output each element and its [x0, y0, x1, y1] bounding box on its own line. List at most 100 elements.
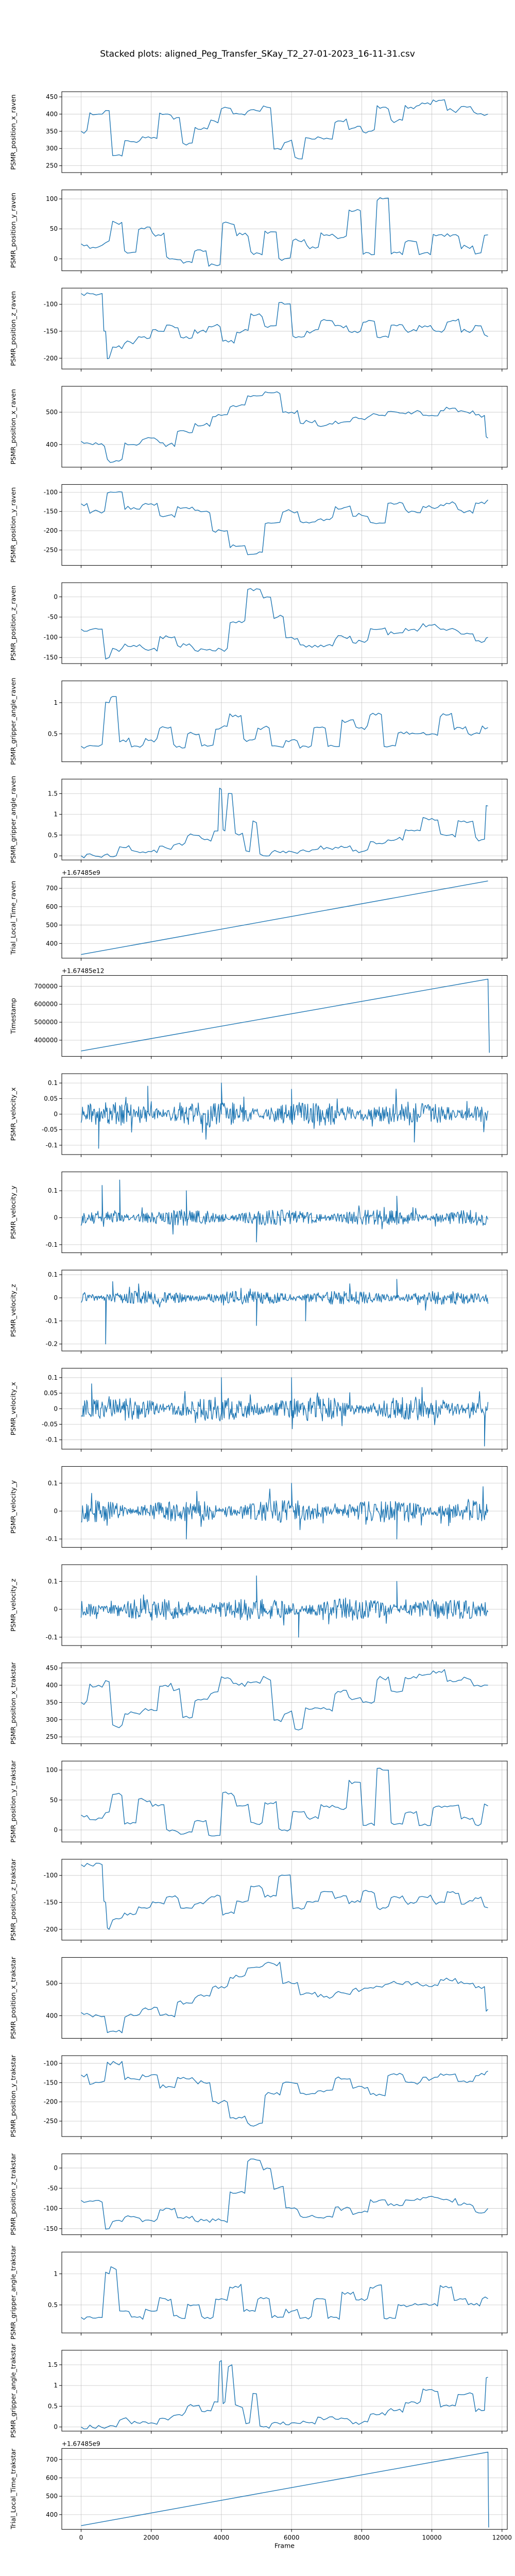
- y-tick-label: -0.1: [46, 1142, 58, 1149]
- series-line: [81, 1483, 489, 1539]
- subplot-1: 250 300 350 400 450 PSMR_position_x_raven: [9, 91, 508, 175]
- y-tick-label: -100: [44, 2205, 58, 2212]
- y-tick-label: 50: [50, 225, 58, 232]
- y-axis-label: PSMR_position_x_raven: [9, 94, 17, 170]
- y-axis-label: PSMR_position_z_raven: [9, 291, 17, 366]
- x-tick-label: 12000: [492, 2534, 512, 2541]
- y-tick-label: 0: [54, 1214, 58, 1222]
- y-tick-label: -200: [44, 354, 58, 362]
- y-tick-label: 450: [46, 1665, 58, 1672]
- y-axis-label: Trial_Local_Time_trakstar: [9, 2448, 17, 2530]
- y-tick-label: 600: [46, 2474, 58, 2481]
- y-tick-label: -150: [44, 1899, 58, 1906]
- x-tick-label: 6000: [284, 2534, 300, 2541]
- y-tick-label: -50: [47, 2184, 58, 2192]
- y-tick-label: -0.1: [46, 1535, 58, 1543]
- subplot-13: -0.2 -0.1 0 0.1 PSMR_velocity_z: [9, 1269, 508, 1354]
- subplot-16: -0.1 0 0.1 PSMR_velocity_z: [9, 1564, 508, 1648]
- series-line: [81, 1768, 488, 1837]
- subplot-9: 400 500 600 700 Trial_Local_Time_raven +1.674…: [9, 869, 508, 961]
- y-tick-label: -200: [44, 1926, 58, 1933]
- y-axis-label: PSMR_velocity_x: [9, 1382, 17, 1435]
- y-tick-label: 0: [54, 1826, 58, 1834]
- y-tick-label: -100: [44, 488, 58, 496]
- x-tick-label: 0: [79, 2534, 83, 2541]
- subplot-15: -0.1 0 0.1 PSMR_velocity_y: [9, 1466, 508, 1550]
- y-tick-label: 350: [46, 128, 58, 135]
- axes-frame: [61, 91, 508, 173]
- y-axis-label: PSMR_gripper_angle_trakstar: [9, 2245, 17, 2340]
- y-tick-label: 100: [46, 195, 58, 202]
- y-tick-label: 50: [50, 1797, 58, 1804]
- y-tick-label: 500: [46, 2493, 58, 2500]
- series-line: [80, 1179, 489, 1243]
- y-tick-label: -150: [44, 508, 58, 515]
- y-tick-label: 400: [46, 110, 58, 117]
- subplot-8: 0 0.5 1 1.5 PSMR_gripper_angle_raven: [9, 776, 508, 863]
- series-line: [81, 2158, 489, 2230]
- series-line: [81, 1377, 489, 1447]
- y-tick-label: -50: [47, 614, 58, 621]
- series-line: [81, 788, 488, 858]
- y-tick-label: 0.1: [48, 1079, 58, 1087]
- y-tick-label: 0: [54, 852, 58, 859]
- subplot-21: -100 -150 -200 -250 PSMR_position_y_trakstar: [9, 2055, 508, 2139]
- series-line: [81, 880, 488, 955]
- axes-frame: [61, 1760, 508, 1842]
- axes-frame: [61, 484, 508, 566]
- subplot-11: 0.1 0.05 0 -0.05 -0.1 PSMR_velocity_x: [9, 1073, 508, 1157]
- axes-frame: [61, 582, 508, 664]
- series-line: [81, 391, 488, 463]
- y-axis-label: PSMR_position_x_raven: [9, 389, 17, 464]
- y-tick-label: 700: [46, 2456, 58, 2463]
- y-tick-label: -0.2: [46, 1341, 58, 1348]
- axes-frame: [61, 1368, 508, 1450]
- axes-frame: [61, 1073, 508, 1155]
- y-tick-label: 0.1: [48, 1374, 58, 1381]
- series-line: [81, 1862, 488, 1930]
- y-tick-label: 250: [46, 162, 58, 170]
- y-tick-label: 0.1: [48, 1271, 58, 1278]
- y-tick-label: 0: [54, 2424, 58, 2431]
- axes-frame: [61, 2448, 508, 2530]
- series-line: [80, 1279, 489, 1345]
- axes-frame: [61, 2251, 508, 2333]
- y-tick-label: 350: [46, 1699, 58, 1706]
- series-line: [81, 99, 488, 160]
- axes-frame: [61, 1564, 508, 1646]
- subplot-3: -100 -150 -200 PSMR_position_z_raven: [9, 287, 508, 372]
- subplot-7: 0.5 1 PSMR_gripper_angle_raven: [9, 677, 508, 765]
- y-tick-label: -0.1: [46, 1317, 58, 1325]
- series-line: [80, 1082, 489, 1149]
- series-line: [81, 1961, 489, 2033]
- y-axis-label: PSMR_position_z_raven: [9, 586, 17, 661]
- y-tick-label: -200: [44, 527, 58, 534]
- axes-frame: [61, 1663, 508, 1744]
- y-axis-label: PSMR_position_y_raven: [9, 193, 17, 268]
- series-line: [81, 696, 488, 749]
- subplot-19: -100 -150 -200 PSMR_position_z_trakstar: [9, 1858, 508, 1943]
- y-tick-label: 0.5: [48, 2402, 58, 2410]
- y-tick-label: 400: [46, 441, 58, 448]
- axes-frame: [61, 681, 508, 762]
- y-tick-label: 500: [46, 922, 58, 929]
- y-axis-label: PSMR_position_y_trakstar: [9, 1760, 17, 1843]
- y-tick-label: -150: [44, 328, 58, 335]
- series-line: [81, 2360, 488, 2430]
- subplot-17: 250 300 350 400 450 PSMR_position_x_trakstar: [9, 1662, 508, 1747]
- y-tick-label: 0.1: [48, 1187, 58, 1194]
- subplot-20: 400 500 PSMR_position_x_trakstar: [9, 1956, 508, 2041]
- y-tick-label: 400000: [34, 1037, 58, 1044]
- y-tick-label: 1: [54, 2270, 58, 2277]
- y-axis-label: PSMR_position_x_trakstar: [9, 1956, 17, 2039]
- axes-frame: [61, 1957, 508, 2039]
- y-tick-label: 1.5: [48, 2361, 58, 2368]
- y-tick-label: -0.05: [42, 1126, 58, 1133]
- y-tick-label: 300: [46, 1716, 58, 1723]
- axes-frame: [61, 386, 508, 468]
- y-tick-label: -0.1: [46, 1436, 58, 1444]
- axes-frame: [61, 2055, 508, 2137]
- series-line: [80, 1575, 489, 1638]
- y-tick-label: 400: [46, 2012, 58, 2019]
